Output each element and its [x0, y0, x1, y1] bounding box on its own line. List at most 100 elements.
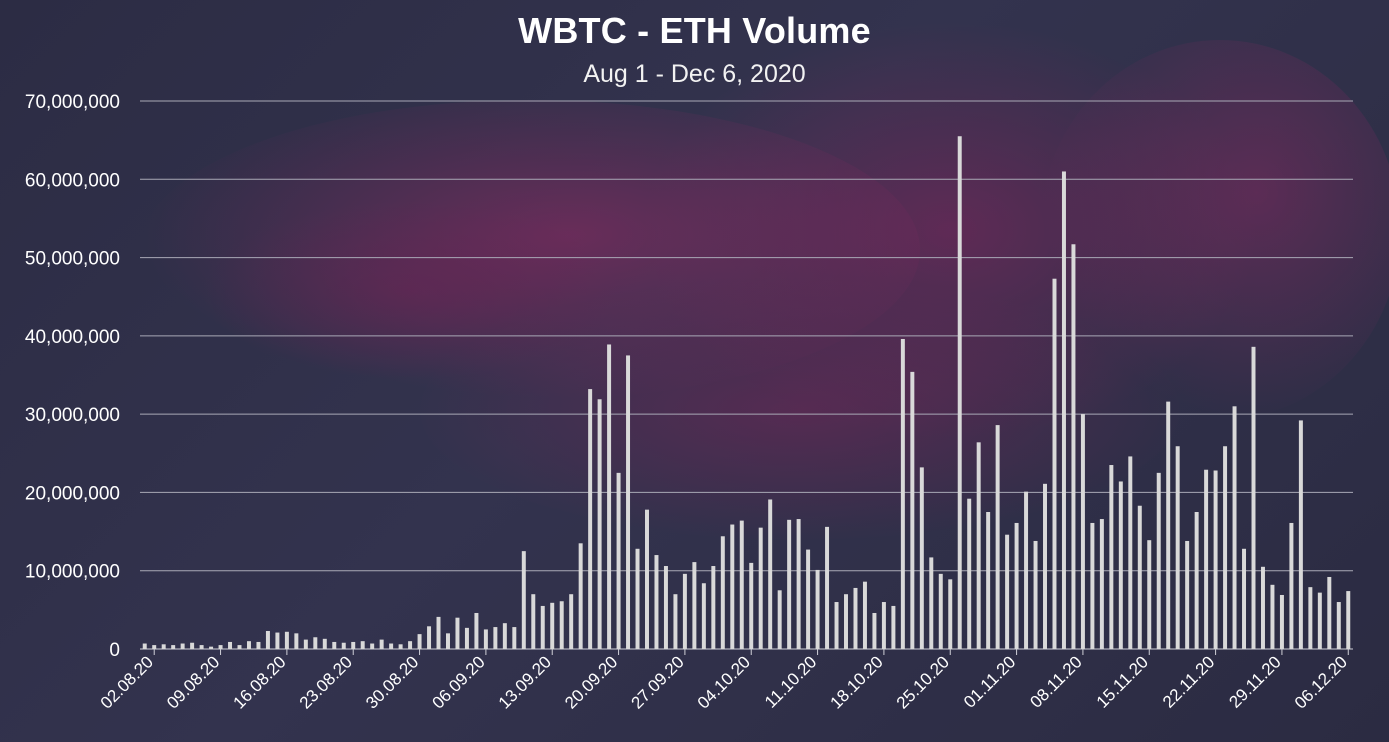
bar: [1043, 483, 1047, 649]
bar: [199, 645, 204, 649]
bar: [682, 573, 687, 649]
x-tick-label: 11.10.20: [761, 652, 820, 711]
bar: [1232, 406, 1237, 649]
bar: [844, 594, 848, 649]
bar: [502, 623, 507, 649]
bar: [483, 629, 488, 649]
bar: [265, 630, 270, 649]
y-tick-label: 40,000,000: [25, 327, 120, 348]
bar: [1279, 594, 1284, 649]
y-tick-label: 50,000,000: [25, 249, 120, 270]
bar: [1289, 522, 1294, 649]
bar: [1194, 512, 1199, 649]
bar: [161, 644, 166, 649]
bar: [417, 634, 422, 649]
bar: [1251, 346, 1256, 649]
bar: [275, 632, 280, 649]
bar: [1242, 548, 1247, 649]
bar: [209, 646, 214, 649]
y-tick-label: 60,000,000: [25, 170, 120, 191]
x-tick-label: 09.08.20: [163, 652, 223, 712]
bar: [815, 569, 820, 649]
x-tick-label: 02.08.20: [97, 652, 157, 712]
x-tick-label: 23.08.20: [296, 652, 356, 712]
bar: [1298, 420, 1303, 649]
bar: [360, 641, 365, 649]
bar: [1005, 534, 1010, 649]
bar: [152, 645, 157, 649]
chart-subtitle: Aug 1 - Dec 6, 2020: [583, 60, 806, 88]
bar: [1204, 469, 1209, 649]
bar: [881, 602, 886, 649]
bar: [474, 612, 479, 649]
y-tick-label: 20,000,000: [25, 483, 120, 504]
bar: [1109, 465, 1114, 649]
bar: [768, 499, 773, 649]
bar: [588, 389, 593, 649]
x-tick-label: 18.10.20: [827, 652, 887, 712]
bar: [796, 519, 801, 649]
x-tick-label: 27.09.20: [627, 652, 687, 712]
bar: [228, 641, 233, 649]
bar: [370, 643, 375, 649]
bar: [701, 583, 706, 649]
x-tick-label: 15.11.20: [1093, 652, 1152, 711]
bar: [976, 442, 981, 649]
bar: [758, 527, 763, 649]
bar: [1336, 602, 1341, 649]
bar: [1223, 446, 1228, 649]
bar: [626, 355, 631, 649]
bar: [256, 641, 261, 649]
bar: [1118, 481, 1123, 649]
bar: [1308, 587, 1313, 649]
bar: [1033, 540, 1038, 649]
bar: [1185, 540, 1190, 649]
bar: [1166, 401, 1171, 649]
bar: [825, 526, 830, 649]
bar: [550, 602, 555, 649]
bar: [389, 643, 394, 649]
y-tick-label: 70,000,000: [25, 92, 120, 113]
bar: [986, 512, 991, 649]
bar: [957, 136, 962, 650]
bar: [777, 590, 782, 649]
x-tick-label: 25.10.20: [893, 652, 953, 712]
bar: [919, 467, 924, 649]
bar: [910, 371, 915, 649]
bar: [294, 633, 299, 649]
bar: [720, 536, 725, 649]
y-tick-label: 0: [109, 640, 120, 661]
bar: [446, 633, 450, 649]
bar: [730, 524, 735, 649]
bar: [341, 642, 346, 649]
bar: [711, 566, 716, 649]
bar: [246, 641, 251, 649]
bar: [1327, 576, 1332, 649]
x-tick-label: 01.11.20: [960, 652, 1019, 711]
bar: [739, 520, 744, 649]
bar: [1317, 592, 1322, 649]
bar: [1175, 446, 1180, 649]
bar: [749, 562, 754, 649]
bar: [787, 519, 792, 649]
bar: [332, 641, 337, 649]
bar: [635, 548, 640, 649]
bar: [427, 626, 432, 649]
bar: [540, 605, 545, 649]
bar: [521, 551, 526, 649]
bar: [673, 594, 678, 649]
chart-title: WBTC - ETH Volume: [518, 10, 871, 51]
bar: [948, 579, 953, 649]
x-tick-label: 08.11.20: [1026, 652, 1085, 711]
bar: [872, 612, 877, 649]
bar: [464, 627, 469, 649]
bar: [654, 555, 659, 649]
bar: [1071, 244, 1076, 649]
bar: [284, 631, 289, 649]
bar: [171, 645, 176, 649]
bar: [142, 643, 147, 649]
bar: [995, 425, 1000, 649]
bar: [303, 639, 308, 649]
bar: [607, 344, 612, 649]
